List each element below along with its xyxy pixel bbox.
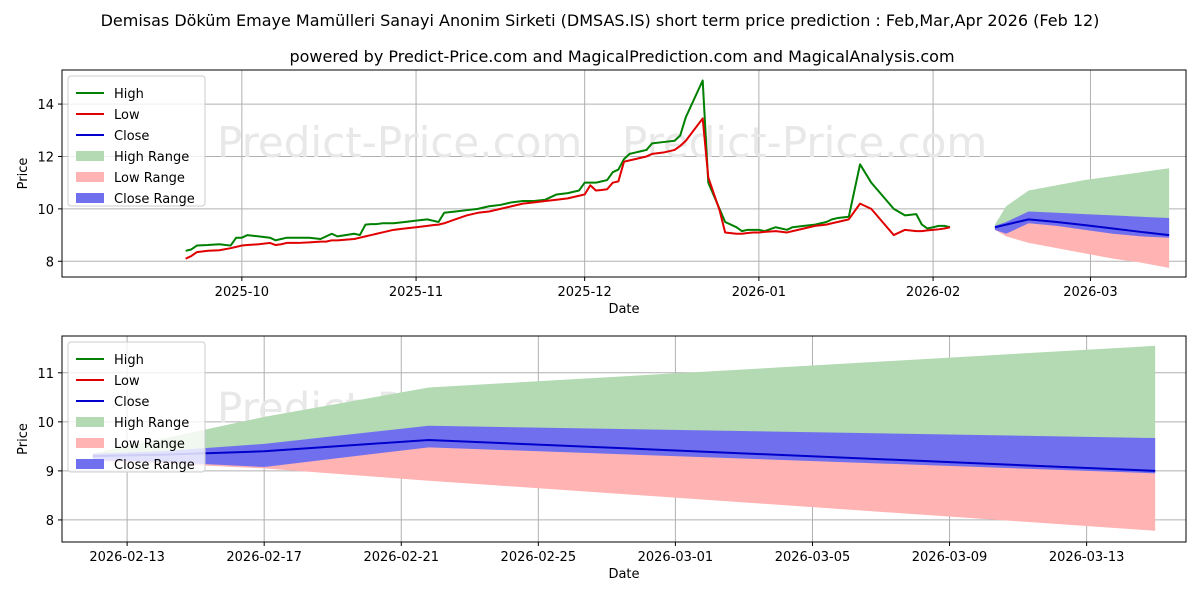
watermark-text: Predict-Price.com xyxy=(217,118,582,167)
plot-frame xyxy=(61,69,1187,278)
legend-swatch xyxy=(76,459,104,469)
bottom-panel: 2026-02-13 2026-02-17 2026-02-21 2026-02-25… xyxy=(16,335,1187,582)
legend-label: Low xyxy=(114,108,140,123)
y-axis-label: Price xyxy=(16,423,31,455)
y-axis-label: Price xyxy=(16,158,31,190)
legend-label: High xyxy=(114,87,144,102)
x-tick-label: 2026-03-09 xyxy=(912,550,988,565)
x-tick-label: 2026-03-05 xyxy=(775,550,851,565)
legend-label: Close Range xyxy=(114,192,195,207)
legend-label: Close Range xyxy=(114,458,195,473)
legend-swatch xyxy=(76,417,104,427)
legend-swatch xyxy=(76,151,104,161)
chart-title: Demisas Döküm Emaye Mamülleri Sanayi Ano… xyxy=(101,11,1100,30)
x-tick-label: 2026-03 xyxy=(1063,285,1117,300)
legend-label: Low xyxy=(114,374,140,389)
high-line xyxy=(185,79,951,252)
low-line xyxy=(185,117,951,260)
x-axis-label: Date xyxy=(608,302,639,317)
y-tick-label: 9 xyxy=(46,465,54,480)
x-tick-label: 2025-10 xyxy=(215,285,269,300)
close-range-band xyxy=(92,425,1156,474)
close-forecast-line xyxy=(994,218,1170,237)
x-axis-label: Date xyxy=(608,567,639,582)
legend-swatch xyxy=(76,172,104,182)
y-tick-label: 11 xyxy=(37,367,54,382)
x-tick-label: 2026-02-21 xyxy=(363,550,439,565)
plot-frame xyxy=(61,335,1187,543)
x-tick-label: 2026-01 xyxy=(732,285,786,300)
legend-label: Close xyxy=(114,395,149,410)
legend-swatch xyxy=(76,438,104,448)
watermark-text: Predict-Price.com xyxy=(622,118,987,167)
y-tick-label: 12 xyxy=(37,150,54,165)
x-tick-label: 2026-03-01 xyxy=(638,550,714,565)
x-tick-label: 2025-12 xyxy=(557,285,611,300)
legend-label: Low Range xyxy=(114,437,185,452)
legend-label: High xyxy=(114,353,144,368)
chart-subtitle: powered by Predict-Price.com and Magical… xyxy=(289,47,954,66)
y-tick-label: 8 xyxy=(46,255,54,270)
legend-label: High Range xyxy=(114,150,189,165)
legend-label: Close xyxy=(114,129,149,144)
y-tick-label: 10 xyxy=(37,203,54,218)
y-tick-label: 14 xyxy=(37,98,54,113)
x-tick-label: 2026-03-13 xyxy=(1049,550,1125,565)
legend-label: High Range xyxy=(114,416,189,431)
legend-label: Low Range xyxy=(114,171,185,186)
x-tick-label: 2025-11 xyxy=(389,285,443,300)
legend-swatch xyxy=(76,193,104,203)
x-tick-label: 2026-02-25 xyxy=(501,550,577,565)
top-panel: 2025-10 2025-11 2025-12 2026-01 2026-02 2026-… xyxy=(16,69,1187,317)
y-tick-label: 10 xyxy=(37,416,54,431)
y-tick-label: 8 xyxy=(46,514,54,529)
x-tick-label: 2026-02 xyxy=(906,285,960,300)
x-tick-label: 2026-02-13 xyxy=(89,550,165,565)
x-tick-label: 2026-02-17 xyxy=(226,550,302,565)
